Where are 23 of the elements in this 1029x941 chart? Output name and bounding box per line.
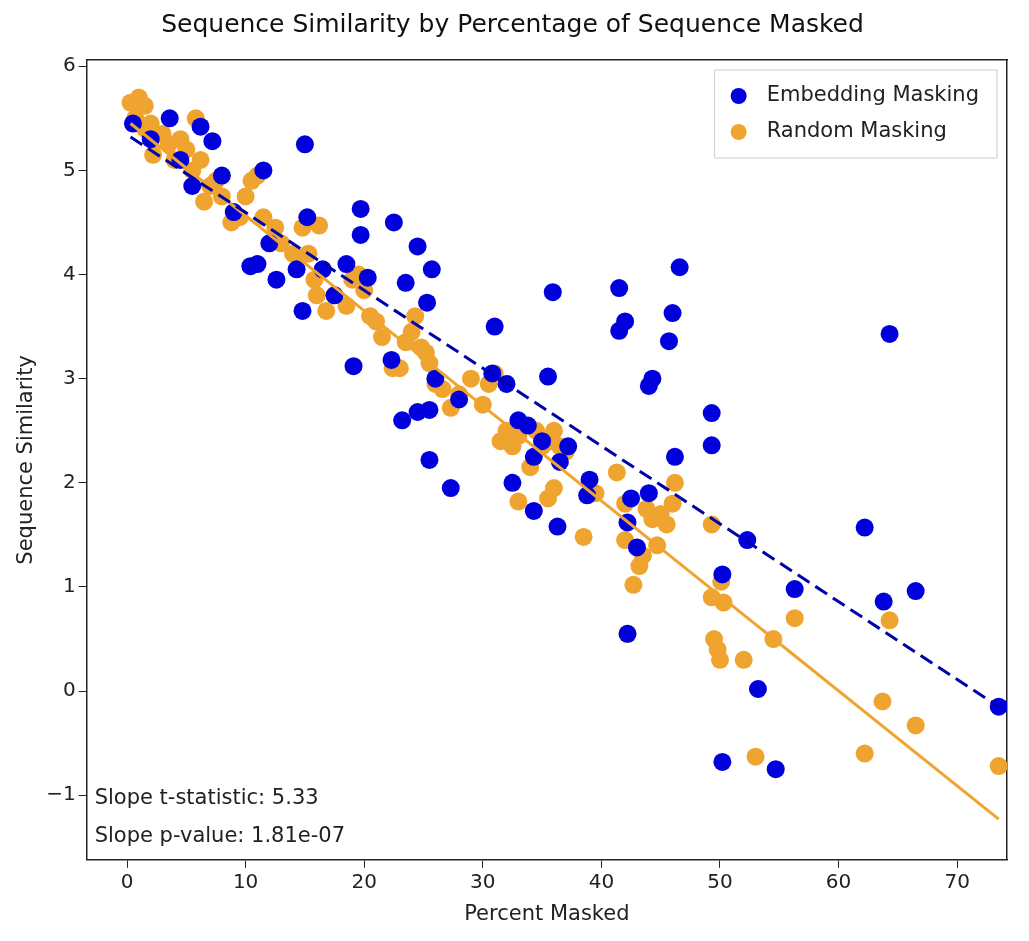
chart-title: Sequence Similarity by Percentage of Sequence Masked <box>161 8 864 38</box>
legend-label: Embedding Masking <box>766 82 980 107</box>
x-tick-label: 70 <box>944 869 970 893</box>
x-tick-label: 20 <box>351 869 377 893</box>
y-tick-label: 0 <box>62 677 76 702</box>
y-tick-label: 1 <box>62 573 76 598</box>
x-axis-title: Percent Masked <box>464 900 630 925</box>
y-tick-label: 6 <box>62 52 76 77</box>
y-tick-label: 3 <box>62 364 76 389</box>
x-tick-label: 50 <box>707 869 733 893</box>
x-tick-label: 40 <box>588 869 615 893</box>
legend-label: Random Masking <box>766 118 947 143</box>
y-axis-title: Sequence Similarity <box>13 355 38 565</box>
x-tick-label: 60 <box>825 869 852 893</box>
x-tick-label: 10 <box>232 869 259 893</box>
annotation: Slope t-statistic: 5.33 <box>94 784 319 809</box>
y-tick-label: −1 <box>46 781 76 806</box>
y-tick-label: 2 <box>62 469 76 494</box>
annotation: Slope p-value: 1.81e-07 <box>94 822 346 847</box>
y-tick-label: 5 <box>62 156 76 181</box>
y-tick-label: 4 <box>62 260 76 285</box>
x-tick-label: 0 <box>120 869 134 893</box>
x-tick-label: 30 <box>470 869 496 893</box>
